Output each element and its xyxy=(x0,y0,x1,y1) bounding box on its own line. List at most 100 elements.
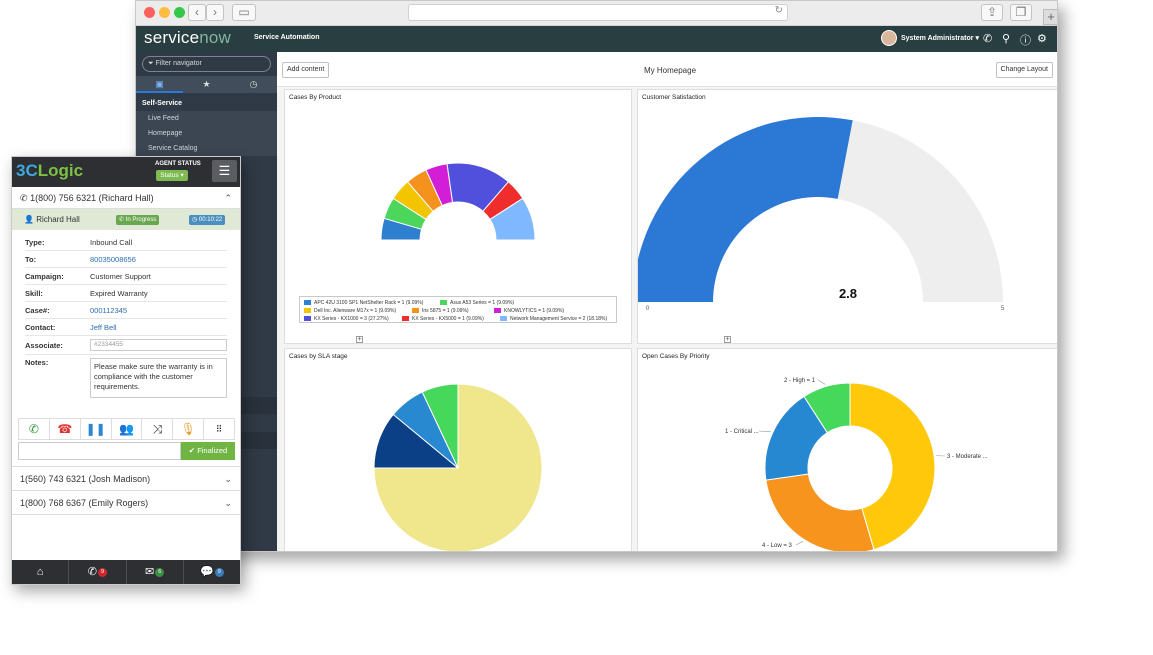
nav-item-live-feed[interactable]: Live Feed xyxy=(136,111,277,126)
chevron-down-icon: ▾ xyxy=(975,35,979,42)
queued-call-row[interactable]: 1(560) 743 6321 (Josh Madison) ⌄ xyxy=(12,467,240,491)
pie-slice xyxy=(421,383,459,469)
finalized-label: Finalized xyxy=(197,446,228,455)
nav-item-homepage[interactable]: Homepage xyxy=(136,126,277,141)
hangup-call-icon[interactable]: ☎ xyxy=(50,419,81,439)
expand-icon[interactable]: + xyxy=(356,336,363,343)
sidebar-toggle-button[interactable]: ▭ xyxy=(232,4,256,21)
legend-item[interactable]: KX Series - KX1000 = 3 (27.27%) xyxy=(304,316,389,322)
associate-row: Associate: #2334455 xyxy=(25,336,227,355)
chat-tab[interactable]: 💬 9 xyxy=(184,560,240,584)
answer-call-icon[interactable]: ✆ xyxy=(19,419,50,439)
home-icon[interactable]: ⌂ xyxy=(12,560,70,584)
detail-link[interactable]: 80035008656 xyxy=(90,254,136,264)
expand-icon[interactable]: + xyxy=(724,336,731,343)
calls-tab[interactable]: ✆ 9 xyxy=(69,560,127,584)
help-icon[interactable]: ⓘ xyxy=(1020,35,1031,47)
calls-count-badge: 9 xyxy=(97,567,107,577)
chats-count-badge: 9 xyxy=(214,567,224,577)
cases-by-product-chart xyxy=(380,162,536,241)
dialpad-icon[interactable]: ⠿ xyxy=(215,424,223,434)
dial-input[interactable] xyxy=(18,442,181,460)
label-leader-line xyxy=(758,430,771,433)
messages-tab[interactable]: ✉ 6 xyxy=(127,560,184,584)
hold-icon[interactable]: ❚❚ xyxy=(81,419,112,439)
logo-now-text: now xyxy=(199,28,232,47)
minimize-window-button[interactable] xyxy=(159,7,170,18)
user-menu[interactable]: System Administrator ▾ xyxy=(881,30,979,47)
finalized-button[interactable]: ✔ Finalized xyxy=(181,442,235,460)
zoom-window-button[interactable] xyxy=(174,7,185,18)
legend-item[interactable]: Asus A53 Series = 1 (9.09%) xyxy=(440,300,514,306)
back-button[interactable]: ‹ xyxy=(188,4,206,21)
status-value: Status xyxy=(160,172,179,179)
chevron-down-icon[interactable]: ⌄ xyxy=(224,498,232,508)
filter-navigator-input[interactable]: ⏷ Filter navigator xyxy=(142,56,271,72)
legend-label: Asus A53 Series = 1 (9.09%) xyxy=(450,300,515,306)
tabs-button[interactable]: ❐ xyxy=(1010,4,1032,21)
legend-swatch xyxy=(304,308,311,314)
page-title: My Homepage xyxy=(644,66,697,75)
chevron-down-icon[interactable]: ⌄ xyxy=(224,474,232,484)
legend-item[interactable]: Iris 5875 = 1 (9.09%) xyxy=(412,308,469,314)
legend-label: KX Series - KX5000 = 1 (9.09%) xyxy=(412,316,484,322)
browser-chrome: ‹ › ▭ ↻ ⇪ ❐ xyxy=(136,1,1057,26)
messages-count-badge: 6 xyxy=(155,567,165,577)
browser-window: ‹ › ▭ ↻ ⇪ ❐ + servicenow Service Automat… xyxy=(135,0,1058,552)
detail-row: To: 80035008656 xyxy=(25,251,227,268)
reload-icon[interactable]: ↻ xyxy=(774,5,783,16)
transfer-icon[interactable]: ⤨ xyxy=(142,419,174,439)
add-content-button[interactable]: Add content xyxy=(282,62,330,78)
legend-label: KX Series - KX1000 = 3 (27.27%) xyxy=(314,316,389,322)
other-calls: 1(560) 743 6321 (Josh Madison) ⌄ 1(800) 7… xyxy=(12,466,240,515)
gear-icon[interactable]: ⚙ xyxy=(1037,33,1047,45)
donut-slice xyxy=(765,473,875,551)
notes-textarea[interactable]: Please make sure the warranty is in comp… xyxy=(90,358,227,398)
nav-section-self-service[interactable]: Self-Service xyxy=(142,100,183,107)
phone-icon: ✆ xyxy=(20,193,28,203)
address-bar[interactable]: ↻ xyxy=(408,4,788,21)
filter-icon: ⏷ xyxy=(148,60,154,67)
tab-favorites[interactable]: ★ xyxy=(183,76,230,93)
legend-item[interactable]: Network Management Service = 2 (18.18%) xyxy=(500,316,607,322)
envelope-icon: ✉ xyxy=(145,566,155,578)
legend-item[interactable]: KNOWLYTICS = 1 (9.09%) xyxy=(494,308,564,314)
chevron-up-icon[interactable]: ⌃ xyxy=(224,193,232,203)
widget-footer: ⌂ ✆ 9 ✉ 6 💬 9 xyxy=(12,560,240,584)
donut-slice xyxy=(803,382,851,434)
tab-history[interactable]: ◷ xyxy=(230,76,277,93)
new-tab-button[interactable]: + xyxy=(1043,9,1057,25)
share-button[interactable]: ⇪ xyxy=(981,4,1003,21)
close-window-button[interactable] xyxy=(144,7,155,18)
mute-microphone-icon[interactable]: 🎙 xyxy=(173,419,205,439)
star-icon: ★ xyxy=(202,79,211,89)
panel-title: Cases By Product xyxy=(289,94,342,101)
nav-item-service-catalog[interactable]: Service Catalog xyxy=(136,141,277,156)
associate-input[interactable]: #2334455 xyxy=(90,339,227,351)
chart-legend: APC 42U 3100 SP1 NetShelter Rack = 1 (9.… xyxy=(299,296,617,323)
logo-logic-text: Logic xyxy=(37,161,84,180)
agent-status-label: AGENT STATUS xyxy=(155,161,201,167)
conference-icon[interactable]: 👥 xyxy=(112,419,143,439)
active-call-header[interactable]: ✆ 1(800) 756 6321 (Richard Hall) ⌃ xyxy=(12,187,240,209)
forward-button[interactable]: › xyxy=(206,4,224,21)
queued-call-number: 1(800) 768 6367 (Emily Rogers) xyxy=(20,498,149,508)
phone-icon: ✆ xyxy=(87,566,97,578)
legend-item[interactable]: KX Series - KX5000 = 1 (9.09%) xyxy=(402,316,484,322)
notes-row: Notes: Please make sure the warranty is … xyxy=(25,355,227,402)
servicenow-logo[interactable]: servicenow xyxy=(144,28,231,48)
detail-link[interactable]: 000112345 xyxy=(90,305,127,315)
phone-icon[interactable]: ✆ xyxy=(983,33,993,45)
search-icon[interactable]: ⚲ xyxy=(1002,33,1011,45)
legend-item[interactable]: Dell Inc. Alienware M17x = 1 (9.09%) xyxy=(304,308,396,314)
legend-label: Network Management Service = 2 (18.18%) xyxy=(510,316,608,322)
agent-status-dropdown[interactable]: Status ▾ xyxy=(156,170,188,181)
detail-link[interactable]: Jeff Bell xyxy=(90,322,117,332)
panel-title: Customer Satisfaction xyxy=(642,94,706,101)
tab-all-apps[interactable]: ▣ xyxy=(136,76,183,93)
hamburger-menu-icon[interactable]: ☰ xyxy=(212,160,237,182)
queued-call-row[interactable]: 1(800) 768 6367 (Emily Rogers) ⌄ xyxy=(12,491,240,515)
data-label: 2 - High = 1 xyxy=(784,378,816,384)
change-layout-button[interactable]: Change Layout xyxy=(995,62,1053,78)
legend-item[interactable]: APC 42U 3100 SP1 NetShelter Rack = 1 (9.… xyxy=(304,300,423,306)
